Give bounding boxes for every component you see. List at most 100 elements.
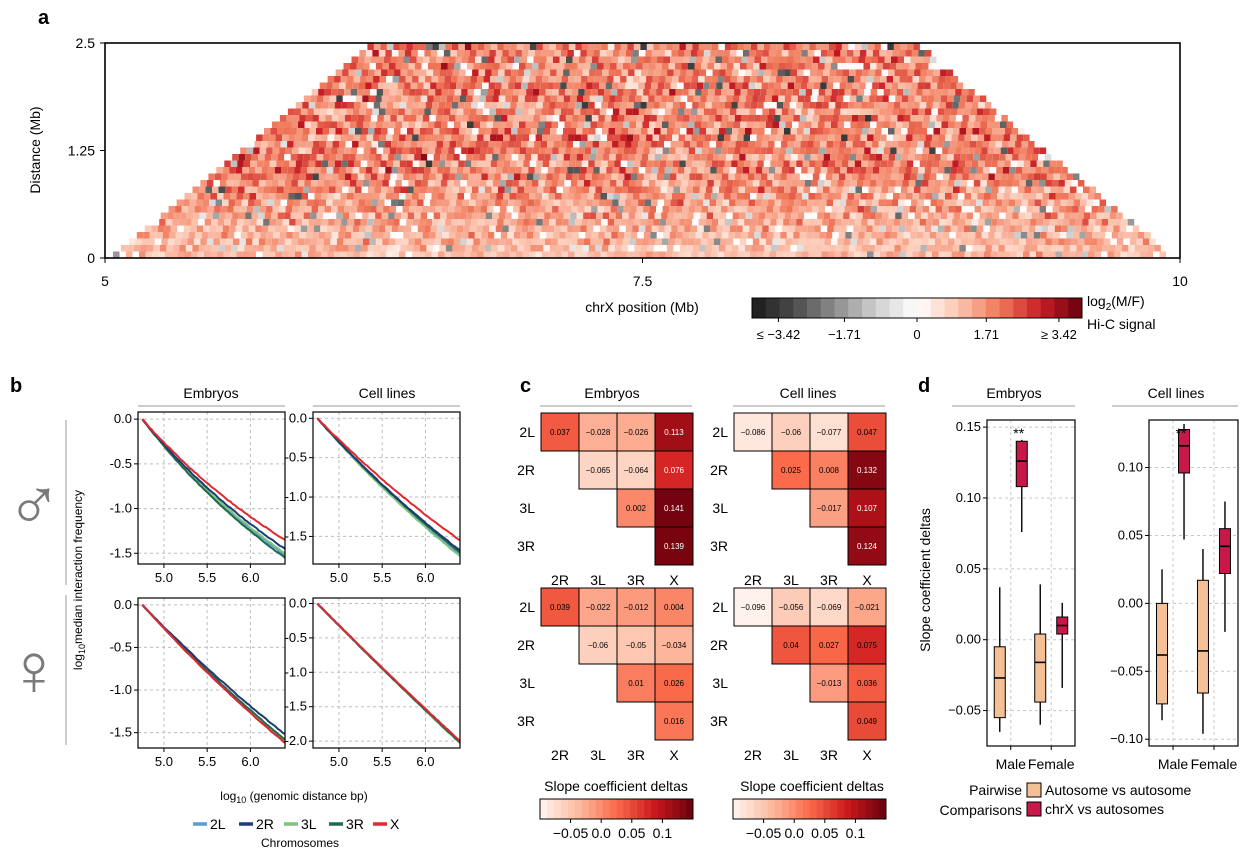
hic-cell (404, 199, 411, 206)
hic-cell (486, 238, 493, 245)
hic-cell (318, 115, 326, 122)
hic-cell (755, 199, 762, 206)
hic-cell (464, 43, 472, 50)
hic-cell (314, 193, 321, 200)
hic-cell (547, 108, 555, 115)
hic-cell (952, 245, 960, 252)
hic-cell (732, 212, 740, 219)
hic-cell (334, 251, 341, 258)
hic-cell (784, 128, 791, 135)
hic-cell (158, 251, 165, 258)
hic-cell (513, 206, 520, 213)
hic-cell (615, 154, 623, 161)
hic-cell (529, 102, 537, 109)
hic-cell (394, 128, 401, 135)
hic-cell (894, 186, 901, 193)
hic-cell (400, 128, 407, 135)
hic-cell (348, 69, 356, 76)
hic-cell (1093, 199, 1100, 206)
matrix-row-label: 2L (519, 599, 535, 615)
hic-cell (602, 186, 609, 193)
hic-cell (493, 89, 501, 96)
hic-cell (416, 232, 423, 239)
hic-cell (478, 69, 486, 76)
hic-cell (489, 50, 496, 57)
hic-cell (404, 141, 411, 148)
hic-cell (891, 56, 898, 63)
hic-cell (490, 134, 497, 141)
hic-cell (308, 160, 316, 167)
hic-cell (222, 225, 230, 232)
hic-cell (184, 251, 191, 258)
hic-cell (465, 186, 472, 193)
hic-cell (488, 56, 495, 63)
d-title-cell-lines: Cell lines (1148, 385, 1205, 401)
hic-cell (656, 147, 663, 154)
hic-cell (763, 160, 771, 167)
hic-cell (575, 102, 582, 109)
hic-cell (621, 128, 628, 135)
hic-cell (691, 251, 698, 258)
colorbar-segment (985, 298, 1000, 318)
hic-cell (386, 219, 394, 226)
hic-cell (422, 206, 429, 213)
hic-cell (1043, 245, 1051, 252)
hic-cell (820, 141, 827, 148)
hic-y-tick-label: 1.25 (68, 143, 95, 159)
hic-cell (382, 180, 389, 187)
hic-cell (927, 212, 935, 219)
hic-cell (1062, 193, 1069, 200)
hic-cell (402, 63, 409, 70)
hic-cell (898, 82, 905, 89)
hic-cell (769, 134, 777, 141)
colorbar-segment (851, 799, 859, 819)
hic-cell (1010, 134, 1017, 141)
hic-cell (318, 173, 326, 180)
hic-cell (1051, 238, 1059, 245)
hic-cell (513, 89, 520, 96)
hic-cell (542, 160, 550, 167)
hic-cell (653, 102, 660, 109)
hic-cell (586, 108, 594, 115)
hic-cell (372, 50, 379, 57)
hic-cell (128, 238, 136, 245)
hic-cell (539, 115, 547, 122)
hic-cell (369, 180, 376, 187)
hic-cell (355, 154, 363, 161)
hic-cell (809, 160, 816, 167)
hic-cell (341, 102, 348, 109)
hic-cell (1108, 245, 1116, 252)
hic-cell (861, 43, 868, 50)
hic-cell (592, 82, 600, 89)
hic-cell (600, 193, 607, 200)
hic-cell (852, 56, 859, 63)
hic-cell (633, 102, 641, 109)
matrix-cell-value: −0.064 (624, 466, 649, 475)
hic-cell (581, 134, 588, 141)
hic-cell (773, 206, 780, 213)
hic-cell (939, 102, 946, 109)
hic-cell (204, 193, 211, 200)
hic-cell (419, 219, 426, 226)
hic-cell (386, 251, 393, 258)
matrix-row-label: 3R (517, 713, 535, 729)
hic-cell (915, 63, 922, 70)
hic-cell (266, 232, 274, 239)
hic-cell (581, 102, 589, 109)
hic-cell (728, 115, 735, 122)
hic-cell (800, 141, 808, 148)
hic-cell (391, 167, 399, 174)
hic-cell (732, 95, 740, 102)
hic-cell (663, 232, 670, 239)
hic-cell (391, 225, 399, 232)
hic-cell (1077, 180, 1085, 187)
hic-cell (437, 108, 444, 115)
hic-cell (516, 43, 524, 50)
matrix-cell (733, 587, 773, 627)
hic-cell (346, 167, 353, 174)
hic-cell (172, 245, 180, 252)
hic-cell (638, 167, 646, 174)
hic-cell (807, 225, 815, 232)
hic-cell (509, 134, 517, 141)
hic-cell (547, 82, 554, 89)
